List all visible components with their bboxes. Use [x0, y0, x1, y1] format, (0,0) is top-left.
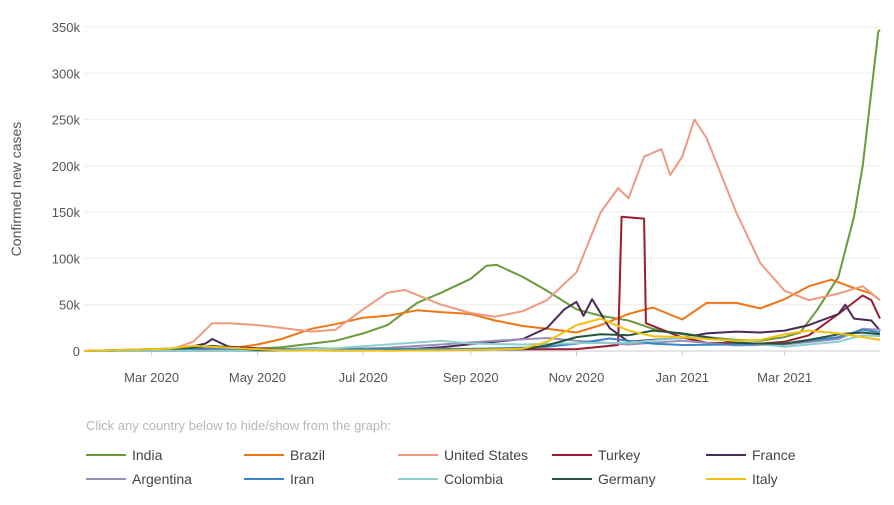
x-tick-label: Mar 2021: [757, 370, 812, 385]
legend-label: Colombia: [444, 471, 504, 487]
x-tick-label: Sep 2020: [443, 370, 499, 385]
legend-item-argentina[interactable]: Argentina: [86, 470, 192, 488]
legend-item-iran[interactable]: Iran: [244, 470, 314, 488]
y-tick-label: 200k: [52, 159, 81, 174]
legend-label: France: [752, 447, 796, 463]
legend-label: Turkey: [598, 447, 641, 463]
x-tick-label: Mar 2020: [124, 370, 179, 385]
legend-item-france[interactable]: France: [706, 446, 796, 464]
y-tick-label: 0: [73, 344, 80, 359]
legend-swatch: [244, 454, 284, 456]
y-tick-label: 250k: [52, 113, 81, 128]
series-line-united-states: [83, 118, 881, 352]
legend-item-italy[interactable]: Italy: [706, 470, 778, 488]
x-tick-label: Nov 2020: [549, 370, 605, 385]
legend-swatch: [244, 478, 284, 480]
legend-swatch: [86, 454, 126, 456]
legend-item-turkey[interactable]: Turkey: [552, 446, 640, 464]
legend-label: United States: [444, 447, 529, 463]
x-tick-label: Jan 2021: [656, 370, 710, 385]
series-line-colombia: [83, 334, 881, 352]
series-line-india: [83, 29, 881, 352]
legend-item-colombia[interactable]: Colombia: [398, 470, 503, 488]
legend-item-germany[interactable]: Germany: [552, 470, 656, 488]
y-tick-label: 300k: [52, 66, 81, 81]
legend-swatch: [552, 454, 592, 456]
legend-label: India: [132, 447, 163, 463]
legend-swatch: [706, 478, 746, 480]
legend-swatch: [86, 478, 126, 480]
legend-label: Germany: [598, 471, 656, 487]
y-tick-label: 150k: [52, 205, 81, 220]
legend-swatch: [706, 454, 746, 456]
legend-swatch: [552, 478, 592, 480]
legend-item-united-states[interactable]: United States: [398, 446, 528, 464]
legend-label: Brazil: [290, 447, 326, 463]
legend-label: Argentina: [132, 471, 192, 487]
x-tick-label: Jul 2020: [339, 370, 388, 385]
legend-swatch: [398, 478, 438, 480]
legend-label: Iran: [290, 471, 315, 487]
legend-item-india[interactable]: India: [86, 446, 162, 464]
y-tick-label: 350k: [52, 20, 81, 35]
legend-hint-text: Click any country below to hide/show fro…: [86, 418, 391, 433]
x-tick-label: May 2020: [229, 370, 286, 385]
legend-swatch: [398, 454, 438, 456]
line-chart: 0 50k 100k 150k 200k 250k 300k 350k Mar 2020 May …: [8, 20, 881, 385]
series-line-italy: [83, 317, 881, 352]
legend-item-brazil[interactable]: Brazil: [244, 446, 325, 464]
y-axis-title: Confirmed new cases: [8, 122, 24, 257]
y-tick-label: 50k: [59, 298, 80, 313]
legend-label: Italy: [752, 471, 778, 487]
y-tick-label: 100k: [52, 251, 81, 266]
